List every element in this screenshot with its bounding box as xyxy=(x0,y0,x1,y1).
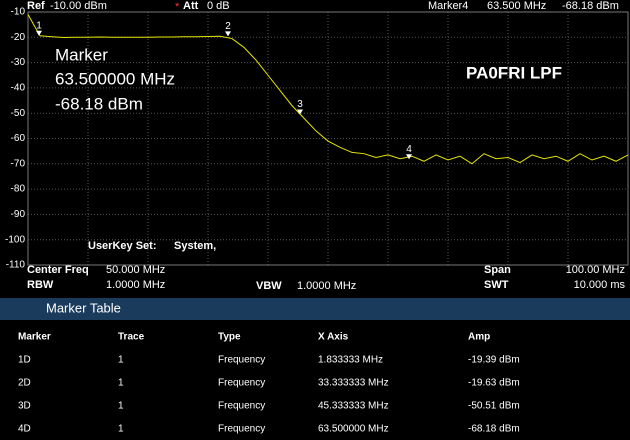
table-cell: 33.333333 MHz xyxy=(318,378,389,389)
annotation: Marker xyxy=(55,45,108,64)
table-cell: 45.333333 MHz xyxy=(318,401,389,412)
y-tick-label: -90 xyxy=(11,209,26,220)
table-cell: Frequency xyxy=(218,401,265,412)
table-cell: 1 xyxy=(118,355,124,366)
column-header: Marker xyxy=(18,332,51,343)
marker-label: Marker4 xyxy=(428,0,468,12)
y-tick-label: -10 xyxy=(11,7,26,18)
setting-value: 50.000 MHz xyxy=(106,264,165,276)
setting-value: 100.00 MHz xyxy=(566,264,625,276)
y-tick-label: -50 xyxy=(11,108,26,119)
marker-amp: -68.18 dBm xyxy=(562,0,619,12)
table-cell: -50.51 dBm xyxy=(468,401,520,412)
marker-label: 4 xyxy=(406,144,412,155)
plot-frame xyxy=(27,11,629,266)
table-cell: -19.39 dBm xyxy=(468,355,520,366)
table-cell: 1 xyxy=(118,378,124,389)
setting-label: Span xyxy=(484,264,511,276)
marker-label: 2 xyxy=(225,21,231,32)
annotation: -68.18 dBm xyxy=(55,94,143,113)
table-cell: 1 xyxy=(118,424,124,435)
table-cell: Frequency xyxy=(218,424,265,435)
trace xyxy=(27,14,629,165)
table-cell: 1D xyxy=(18,355,31,366)
marker-freq: 63.500 MHz xyxy=(487,0,546,12)
table-cell: 1.833333 MHz xyxy=(318,355,383,366)
setting-label: RBW xyxy=(27,279,54,291)
y-tick-label: -70 xyxy=(11,158,26,169)
setting-label: Center Freq xyxy=(27,264,89,276)
column-header: Trace xyxy=(118,332,145,343)
table-cell: -68.18 dBm xyxy=(468,424,520,435)
marker xyxy=(35,30,42,36)
y-tick-label: -100 xyxy=(5,234,25,245)
y-tick-label: -60 xyxy=(11,133,26,144)
column-header: Amp xyxy=(468,332,490,343)
ref-value: -10.00 dBm xyxy=(50,0,107,12)
att-star: * xyxy=(175,1,180,13)
marker-label: 3 xyxy=(297,99,303,110)
table-cell: 4D xyxy=(18,424,31,435)
plot: -10 -20 -30 -40 -50 -60 -70 -80 -90 -100 -110 1 2 3 4 xyxy=(5,7,629,271)
y-tick-label: -40 xyxy=(11,83,26,94)
table-title: Marker Table xyxy=(46,300,121,315)
y-tick-label: -30 xyxy=(11,57,26,68)
annotation: PA0FRI LPF xyxy=(466,63,562,82)
setting-label: SWT xyxy=(484,279,509,291)
marker xyxy=(297,109,303,115)
table-cell: 63.500000 MHz xyxy=(318,424,389,435)
att-value: 0 dB xyxy=(207,0,230,12)
y-tick-label: -110 xyxy=(6,260,26,271)
table-cell: Frequency xyxy=(218,355,265,366)
setting-label: VBW xyxy=(256,280,282,292)
y-tick-label: -80 xyxy=(11,184,26,195)
table-cell: 3D xyxy=(18,401,31,412)
att-label: Att xyxy=(183,0,199,12)
column-header: Type xyxy=(218,332,241,343)
table-cell: 1 xyxy=(118,401,124,412)
marker xyxy=(225,31,231,37)
table-cell: Frequency xyxy=(218,378,265,389)
y-tick-label: -20 xyxy=(11,32,26,43)
annotation: UserKey Set: xyxy=(88,240,156,252)
marker xyxy=(406,154,412,160)
setting-value: 1.0000 MHz xyxy=(106,279,165,291)
setting-value: 1.0000 MHz xyxy=(297,280,356,292)
table-header-bar xyxy=(0,298,630,320)
column-header: X Axis xyxy=(318,332,349,343)
ref-label: Ref xyxy=(27,0,45,12)
setting-value: 10.000 ms xyxy=(574,279,626,291)
marker-label: 1 xyxy=(36,20,42,31)
annotation: System, xyxy=(174,240,216,252)
table-cell: -19.63 dBm xyxy=(468,378,520,389)
table-cell: 2D xyxy=(18,378,31,389)
marker-table: Marker Trace Type X Axis Amp 1D 1 Frequency 1.83… xyxy=(18,332,520,435)
annotation: 63.500000 MHz xyxy=(55,69,175,88)
